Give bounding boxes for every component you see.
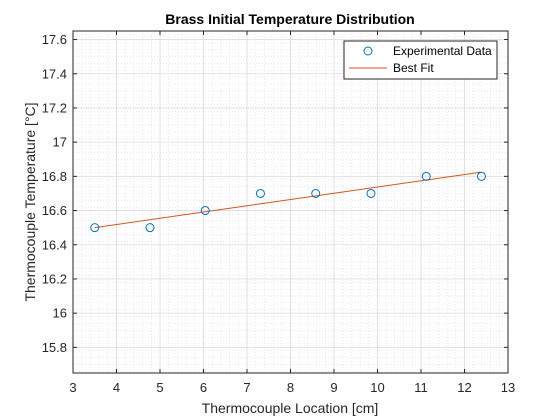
x-tick-label: 9	[330, 380, 337, 395]
y-tick-label: 16.8	[42, 169, 67, 184]
y-tick-label: 17.4	[42, 66, 67, 81]
x-tick-label: 10	[370, 380, 384, 395]
x-tick-label: 11	[414, 380, 428, 395]
y-tick-label: 16	[53, 306, 67, 321]
x-tick-label: 5	[156, 380, 163, 395]
data-point	[90, 223, 100, 233]
y-tick-label: 15.8	[42, 340, 67, 355]
y-tick-label: 17	[53, 135, 67, 150]
best-fit-line	[94, 171, 482, 229]
data-point	[366, 188, 376, 198]
major-grid	[72, 31, 509, 373]
x-tick-label: 3	[69, 380, 76, 395]
chart-title: Brass Initial Temperature Distribution	[165, 11, 414, 27]
x-tick-label: 6	[200, 380, 207, 395]
y-tick-label: 17.2	[42, 100, 67, 115]
series-layer	[90, 171, 486, 233]
data-point	[311, 188, 321, 198]
y-tick-label: 17.6	[42, 32, 67, 47]
y-tick-label: 16.2	[42, 271, 67, 286]
legend-label-experimental-data: Experimental Data	[393, 44, 492, 58]
x-tick-label: 4	[113, 380, 120, 395]
y-tick-label: 16.4	[42, 237, 67, 252]
tick-labels: 3 4 5 6 7 8 9 10 11 12 13 15.8 16 16.2 16.4 16.6 16.8 17 1…	[42, 32, 516, 395]
x-tick-label: 7	[243, 380, 250, 395]
legend: Experimental Data Best Fit	[343, 40, 498, 80]
x-tick-label: 8	[287, 380, 294, 395]
legend-label-best-fit: Best Fit	[393, 61, 434, 75]
y-axis-label: Thermocouple Temperature [°C]	[22, 102, 38, 301]
data-point	[421, 171, 431, 181]
y-tick-label: 16.6	[42, 203, 67, 218]
data-point	[200, 206, 210, 216]
data-point	[476, 171, 486, 181]
x-tick-label: 13	[501, 380, 515, 395]
data-point	[145, 223, 155, 233]
x-axis-label: Thermocouple Location [cm]	[202, 400, 379, 416]
ticks	[72, 31, 509, 373]
data-point	[255, 188, 265, 198]
x-tick-label: 12	[457, 380, 471, 395]
legend-marker-experimental-data	[363, 46, 373, 56]
